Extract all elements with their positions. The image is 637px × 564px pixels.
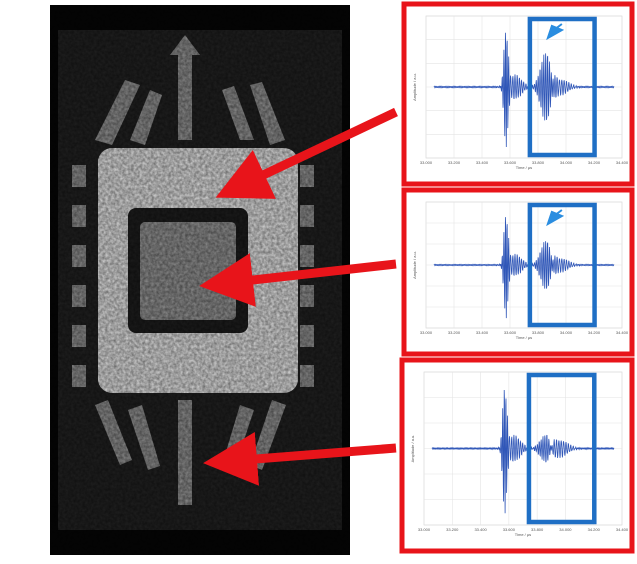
x-tick-label: 33.600 <box>503 527 516 532</box>
x-tick-label: 34.200 <box>588 160 601 165</box>
x-axis-label: Time / µs <box>515 532 531 537</box>
x-tick-label: 34.400 <box>616 160 629 165</box>
x-tick-label: 33.200 <box>448 160 461 165</box>
x-tick-label: 33.200 <box>446 527 459 532</box>
y-axis-label: Amplitude / a.u. <box>412 251 417 279</box>
y-axis-label: Amplitude / a.u. <box>410 435 415 463</box>
x-tick-label: 34.000 <box>560 160 573 165</box>
x-tick-label: 33.800 <box>532 330 545 335</box>
waveform-panel: 33.000 33.200 33.400 33.600 33.800 34.000 34.2… <box>402 360 632 551</box>
x-tick-label: 33.200 <box>448 330 461 335</box>
y-axis-label: Amplitude / a.u. <box>412 73 417 101</box>
x-tick-label: 33.400 <box>476 160 489 165</box>
x-tick-label: 33.000 <box>420 330 433 335</box>
x-tick-label: 33.800 <box>532 160 545 165</box>
figure: 33.000 33.200 33.400 33.600 33.800 34.000 34.2… <box>0 0 637 559</box>
x-tick-label: 33.400 <box>476 330 489 335</box>
x-tick-label: 34.000 <box>560 330 573 335</box>
x-tick-label: 34.400 <box>616 527 629 532</box>
x-axis-label: Time / µs <box>516 165 532 170</box>
x-tick-label: 34.200 <box>588 527 601 532</box>
x-tick-label: 33.400 <box>474 527 487 532</box>
panels: 33.000 33.200 33.400 33.600 33.800 34.000 34.2… <box>402 4 632 551</box>
x-tick-label: 34.200 <box>588 330 601 335</box>
x-tick-label: 33.000 <box>420 160 433 165</box>
x-tick-label: 34.000 <box>559 527 572 532</box>
x-axis-label: Time / µs <box>516 335 532 340</box>
x-tick-label: 33.800 <box>531 527 544 532</box>
x-tick-label: 33.000 <box>418 527 431 532</box>
acoustic-image <box>50 5 350 555</box>
x-tick-label: 34.400 <box>616 330 629 335</box>
